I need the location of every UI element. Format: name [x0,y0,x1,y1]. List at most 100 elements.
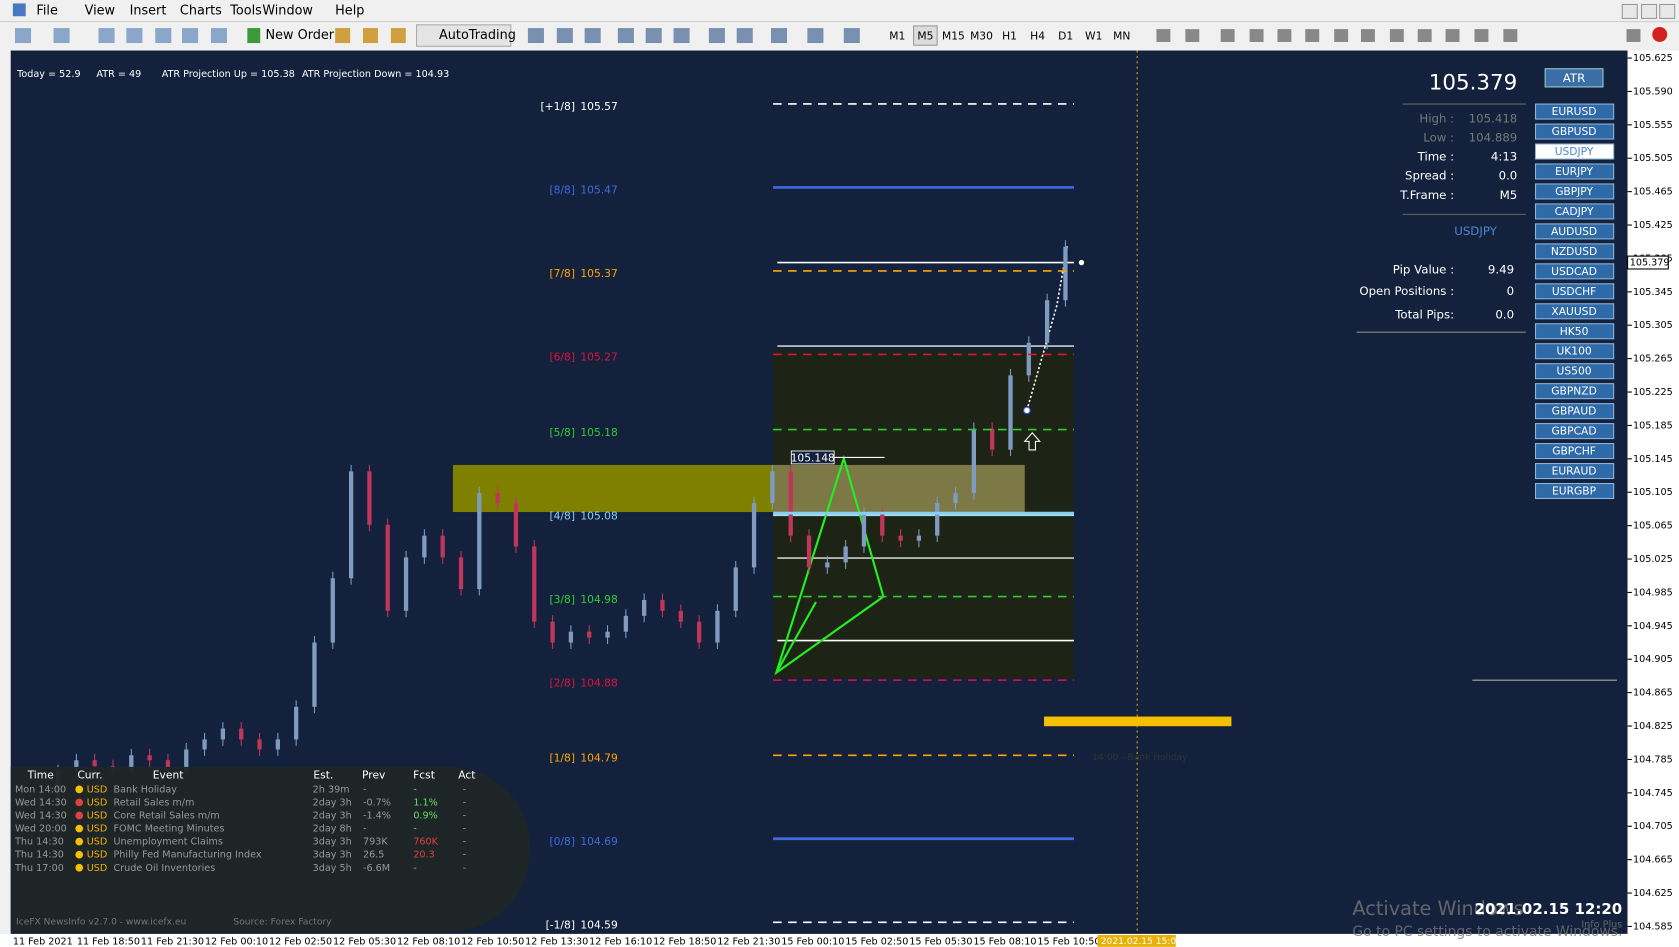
tool-icon[interactable] [843,28,860,44]
timeframe-button[interactable]: M1 [889,30,905,43]
symbol-button[interactable] [1534,303,1615,320]
tool-icon[interactable] [390,28,406,44]
new-order-button[interactable]: New Order [266,28,335,43]
menu-item[interactable]: File [36,3,58,18]
stat-key: Time : [1417,150,1455,164]
menu-item[interactable]: Window [262,3,313,18]
symbol-button[interactable] [1534,163,1615,180]
symbol-button[interactable] [1534,463,1615,480]
window-button[interactable] [1640,3,1658,19]
candle [220,728,226,740]
symbol-button[interactable] [1534,403,1615,420]
news-est: 2day 3h [313,811,352,822]
tool-icon[interactable] [1417,29,1432,42]
symbol-button[interactable] [1534,263,1615,280]
symbol-button[interactable] [1534,223,1615,240]
tool-icon[interactable] [1503,29,1518,42]
symbol-button[interactable] [1534,423,1615,440]
menu-item[interactable]: Charts [180,3,222,18]
menu-item[interactable]: Help [335,3,364,18]
tool-icon[interactable] [210,28,228,44]
symbol-label: GBPNZD [1551,385,1597,398]
menu-item[interactable]: View [85,3,115,18]
info-text: Today = 52.9 [16,69,80,80]
timeframe-button[interactable]: M30 [970,30,993,43]
tool-icon[interactable] [247,28,261,44]
impact-dot [75,798,84,807]
symbol-button[interactable] [1534,443,1615,460]
candle [165,760,171,772]
tool-icon[interactable] [14,28,32,44]
tool-icon[interactable] [617,28,634,44]
tool-icon[interactable] [1249,29,1264,42]
tool-icon[interactable] [1220,29,1235,42]
inner-lines [773,261,1075,642]
tool-icon[interactable] [126,28,143,44]
price-axis-label: 105.345 [1633,287,1673,298]
price-axis-label: 105.465 [1633,187,1673,198]
tool-icon[interactable] [1360,29,1375,42]
timeframe-button[interactable]: M5 [917,30,933,43]
level-tag: [+1/8] [541,100,576,113]
timeframe-button[interactable]: M15 [942,30,965,43]
tool-icon[interactable] [736,28,753,44]
tool-icon[interactable] [1626,29,1641,42]
menu-item[interactable]: Tools [229,3,262,18]
atr-button[interactable] [1544,68,1604,88]
tool-icon[interactable] [1277,29,1292,42]
tool-icon[interactable] [527,28,544,44]
tool-icon[interactable] [708,28,725,44]
symbol-button[interactable] [1534,103,1615,120]
symbol-button[interactable] [1534,283,1615,300]
symbol-button[interactable] [1534,203,1615,220]
symbol-button[interactable] [1534,143,1615,160]
tool-icon[interactable] [645,28,662,44]
stat-value: 9.49 [1488,263,1514,277]
symbol-label: USDCAD [1551,265,1597,278]
news-est: 3day 3h [313,850,352,861]
tool-icon[interactable] [556,28,573,44]
symbol-button[interactable] [1534,243,1615,260]
candle [294,706,299,740]
auto-trading-box[interactable] [416,24,512,47]
timeframe-button[interactable]: H4 [1030,30,1045,43]
time-axis-label: 12 Feb 10:50 [461,936,524,947]
window-button[interactable] [1621,3,1638,19]
tool-icon[interactable] [1185,29,1200,42]
tool-icon[interactable] [362,28,378,44]
time-cursor-label: 2021.02.15 15:00 [1101,937,1182,947]
symbol-button[interactable] [1534,343,1615,360]
symbol-button[interactable] [1534,383,1615,400]
symbol-button[interactable] [1534,363,1615,380]
tool-icon[interactable] [155,28,172,44]
tool-icon[interactable] [1445,29,1460,42]
tool-icon[interactable] [807,28,824,44]
news-event: Core Retail Sales m/m [114,811,220,822]
tool-icon[interactable] [53,28,70,44]
window-button[interactable] [1659,3,1676,19]
tool-icon[interactable] [1156,29,1171,42]
timeframe-button[interactable]: H1 [1002,30,1017,43]
tool-icon[interactable] [98,28,115,44]
tool-icon[interactable] [1305,29,1320,42]
symbol-button[interactable] [1534,482,1615,500]
tool-icon[interactable] [1474,29,1489,42]
tool-icon[interactable] [335,28,351,44]
symbol-button[interactable] [1534,183,1615,200]
timeframe-button[interactable]: MN [1113,30,1130,43]
symbol-button[interactable] [1534,123,1615,140]
tool-icon[interactable] [584,28,601,44]
tool-icon[interactable] [1389,29,1404,42]
tool-icon[interactable] [1334,29,1349,42]
menu-item[interactable]: Insert [130,3,167,18]
tool-icon[interactable] [182,28,199,44]
tool-icon[interactable] [673,28,690,44]
stat-value: 4:13 [1491,150,1517,164]
timeframe-button[interactable]: W1 [1085,30,1102,43]
tool-icon[interactable] [770,28,788,44]
level-price: 104.69 [580,835,618,848]
symbol-button[interactable] [1534,323,1615,340]
candle [715,610,720,643]
timeframe-button[interactable]: D1 [1058,30,1073,43]
